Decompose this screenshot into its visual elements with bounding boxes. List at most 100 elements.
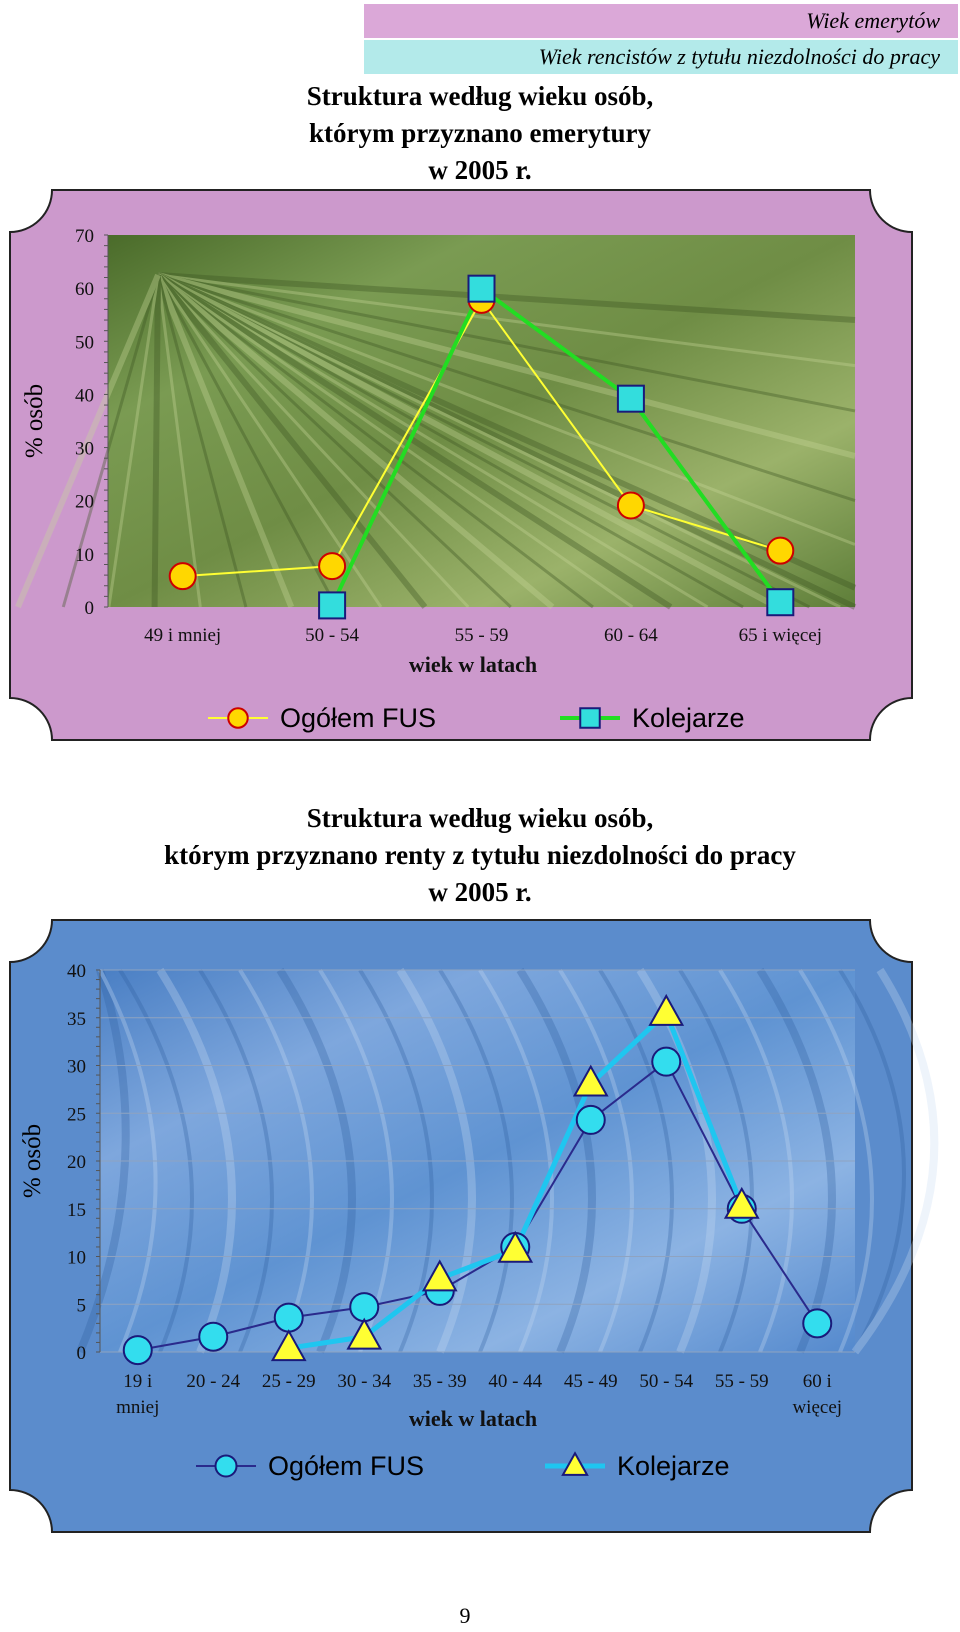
texture-stroke xyxy=(156,272,673,610)
texture-stroke xyxy=(156,272,555,610)
y-tick-label: 30 xyxy=(75,439,94,460)
texture-stroke xyxy=(156,274,248,608)
page-number: 9 xyxy=(459,1603,471,1628)
texture-stroke xyxy=(157,272,856,459)
y-tick-label: 0 xyxy=(77,1343,87,1364)
data-point-kolejarze xyxy=(421,1259,458,1292)
chart1-title-line: w 2005 r. xyxy=(428,155,532,185)
x-tick-label: 20 - 24 xyxy=(186,1371,240,1392)
y-tick-label: 30 xyxy=(67,1057,86,1078)
texture-stroke xyxy=(157,273,594,609)
y-tick-label: 10 xyxy=(67,1248,86,1269)
legend-band-disability: Wiek rencistów z tytułu niezdolności do … xyxy=(364,40,958,74)
texture-stroke xyxy=(157,273,856,413)
retirement-age-chart: 0 10 20 30 40 50 60 70 % osób 49 i mniej 50 - 54 55… xyxy=(9,189,913,741)
y-axis-label: % osób xyxy=(19,1124,46,1198)
x-tick-label: 60 - 64 xyxy=(604,625,658,646)
data-point-kolejarze xyxy=(318,591,347,620)
legend-label-fus: Ogółem FUS xyxy=(280,703,436,733)
y-tick-label: 50 xyxy=(75,332,94,353)
y-tick-label: 10 xyxy=(75,545,94,566)
texture-stroke xyxy=(798,968,874,1353)
legend-label-kolejarze: Kolejarze xyxy=(617,1451,730,1481)
texture-stroke xyxy=(156,272,857,610)
texture-stroke xyxy=(157,273,744,609)
data-point-kolejarze xyxy=(497,1230,534,1263)
texture-stroke xyxy=(157,272,856,323)
plot-texture xyxy=(15,272,857,610)
texture-stroke xyxy=(851,967,939,1355)
x-tick-label: 35 - 39 xyxy=(413,1371,467,1392)
y-tick-label: 40 xyxy=(75,385,94,406)
data-point-kolejarze xyxy=(648,993,685,1026)
texture-stroke xyxy=(157,273,856,609)
x-tick-label: mniej xyxy=(116,1397,159,1418)
legend-marker-fus xyxy=(227,707,249,729)
x-tick-label: 60 i xyxy=(803,1371,832,1392)
data-point-kolejarze xyxy=(723,1186,760,1219)
x-tick-label: 40 - 44 xyxy=(488,1371,542,1392)
y-tick-label: 40 xyxy=(67,961,86,982)
data-point-kolejarze xyxy=(572,1064,609,1097)
x-tick-label: 25 - 29 xyxy=(262,1371,316,1392)
chart1-title-line: którym przyznano emerytury xyxy=(309,118,651,148)
texture-stroke xyxy=(157,273,856,609)
texture-stroke xyxy=(157,273,709,609)
data-point-fus xyxy=(616,491,645,520)
y-tick-label: 0 xyxy=(85,598,95,619)
x-axis-label: wiek w latach xyxy=(409,652,537,677)
y-tick-label: 5 xyxy=(77,1295,87,1316)
data-point-kolejarze xyxy=(346,1317,383,1350)
x-tick-label: 50 - 54 xyxy=(639,1371,693,1392)
disability-pension-age-chart: 0 5 10 15 20 25 30 35 40 % osób 19 i mniej 20 - 24 25… xyxy=(9,919,939,1533)
x-tick-label: 30 - 34 xyxy=(337,1371,391,1392)
texture-stroke xyxy=(61,274,160,608)
data-point-fus xyxy=(575,1104,606,1135)
legend-band-disability-label: Wiek rencistów z tytułu niezdolności do … xyxy=(538,44,940,69)
chart2-title: Struktura według wieku osób, którym przy… xyxy=(60,800,900,911)
y-tick-label: 20 xyxy=(75,492,94,513)
data-point-kolejarze xyxy=(270,1329,307,1362)
chart2-title-line: którym przyznano renty z tytułu niezdoln… xyxy=(164,840,796,870)
texture-stroke xyxy=(15,273,161,609)
y-tick-label: 70 xyxy=(75,226,94,247)
series-line-fus xyxy=(137,1060,819,1352)
y-tick-label: 60 xyxy=(75,279,94,300)
data-point-fus xyxy=(122,1335,153,1366)
x-tick-label: 65 i więcej xyxy=(739,625,822,646)
texture-stroke xyxy=(107,274,160,608)
legend-label-kolejarze: Kolejarze xyxy=(632,703,745,733)
texture-stroke xyxy=(151,274,161,608)
data-point-fus xyxy=(349,1292,380,1323)
data-point-fus xyxy=(168,562,197,591)
data-point-fus xyxy=(802,1308,833,1339)
y-tick-label: 15 xyxy=(67,1200,86,1221)
chart2-title-line: w 2005 r. xyxy=(428,877,532,907)
texture-stroke xyxy=(156,272,857,610)
chart1-title-line: Struktura według wieku osób, xyxy=(306,81,654,111)
legend-band-retirees: Wiek emerytów xyxy=(364,4,958,38)
x-tick-label: więcej xyxy=(792,1397,842,1418)
chart1-title: Struktura według wieku osób, którym przy… xyxy=(180,78,780,189)
texture-stroke xyxy=(838,968,906,1353)
legend-marker-fus xyxy=(214,1454,238,1478)
x-tick-label: 50 - 54 xyxy=(305,625,359,646)
texture-stroke xyxy=(157,273,856,502)
data-point-kolejarze xyxy=(616,384,645,413)
data-point-fus xyxy=(198,1321,229,1352)
texture-stroke xyxy=(156,273,470,609)
texture-stroke xyxy=(155,273,295,609)
series-line-kolejarze xyxy=(330,286,782,607)
x-tick-label: 55 - 59 xyxy=(715,1371,769,1392)
data-point-fus xyxy=(651,1046,682,1077)
texture-stroke xyxy=(157,273,811,609)
data-point-kolejarze xyxy=(467,274,496,303)
texture-stroke xyxy=(157,273,856,546)
texture-stroke xyxy=(156,274,383,608)
legend-band-retirees-label: Wiek emerytów xyxy=(806,8,940,33)
x-tick-label: 55 - 59 xyxy=(455,625,509,646)
texture-stroke xyxy=(157,273,856,609)
texture-stroke xyxy=(157,273,856,609)
x-tick-label: 45 - 49 xyxy=(564,1371,618,1392)
y-tick-label: 25 xyxy=(67,1104,86,1125)
